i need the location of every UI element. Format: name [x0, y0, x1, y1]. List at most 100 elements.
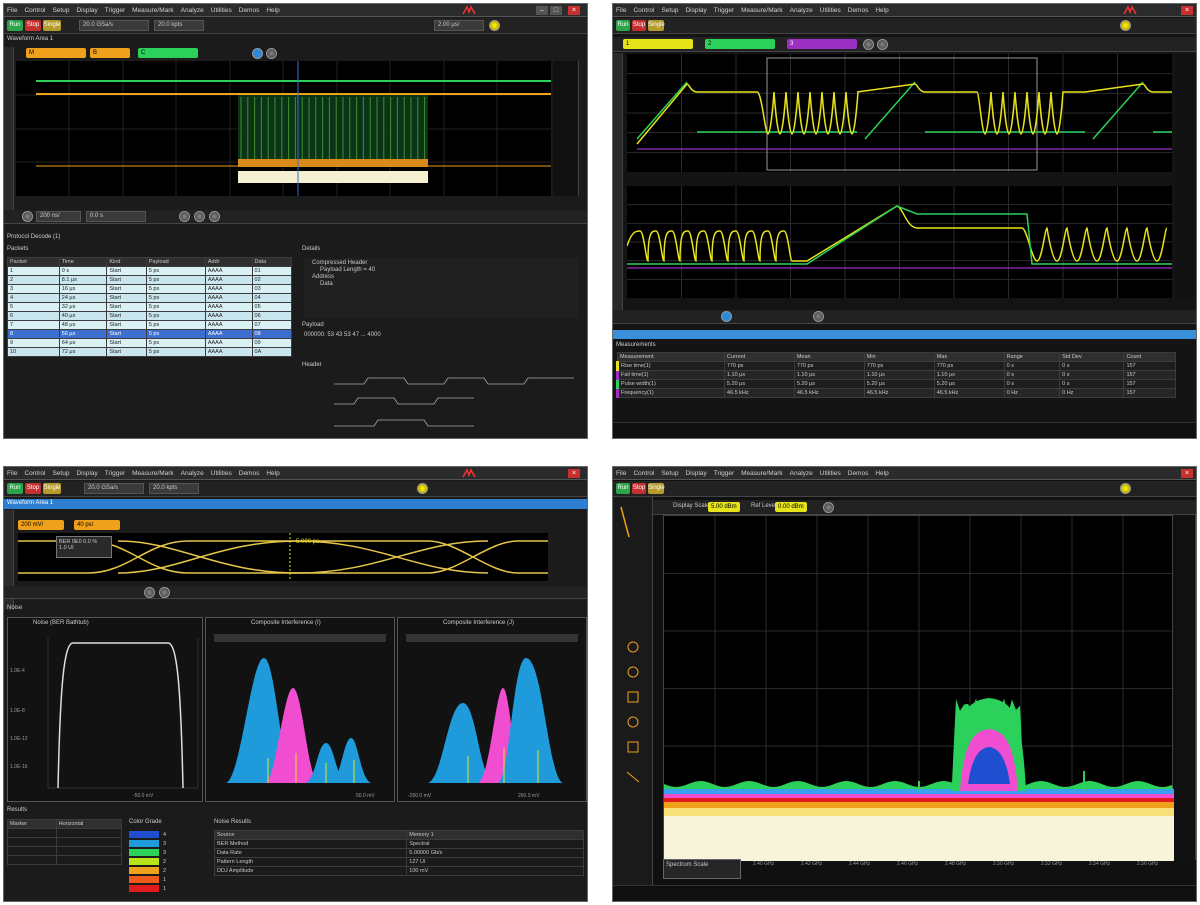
column-header[interactable]: Kind	[106, 257, 147, 267]
menu-item-display[interactable]: Display	[685, 6, 707, 14]
menu-item-setup[interactable]: Setup	[661, 6, 679, 14]
table-row[interactable]: 9 64 μs Start 5 ps AAAA 09	[7, 338, 293, 348]
close-button[interactable]: ×	[568, 6, 580, 15]
trigger-knob[interactable]	[489, 20, 500, 31]
menu-item-control[interactable]: Control	[633, 6, 655, 14]
maximize-button[interactable]: □	[550, 6, 562, 15]
table-row[interactable]: Pattern Length 127 UI	[213, 857, 584, 867]
menu-item-file[interactable]: File	[7, 469, 18, 477]
menu-item-control[interactable]: Control	[24, 469, 46, 477]
menu-item-help[interactable]: Help	[266, 469, 280, 477]
menu-item-demos[interactable]: Demos	[847, 6, 869, 14]
pan-icon[interactable]	[266, 48, 277, 59]
horizontal-knob[interactable]	[22, 211, 33, 222]
horizontal-knob[interactable]	[721, 311, 732, 322]
color-grade-row[interactable]: 3	[129, 848, 204, 857]
delay-knob[interactable]	[813, 311, 824, 322]
menu-item-utilities[interactable]: Utilities	[819, 6, 841, 14]
channel-1-chip[interactable]: 1	[623, 39, 693, 49]
run-button[interactable]: Run	[7, 20, 23, 31]
run-button[interactable]: Run	[616, 483, 630, 494]
menu-item-trigger[interactable]: Trigger	[713, 469, 735, 477]
menu-item-setup[interactable]: Setup	[661, 469, 679, 477]
menu-item-display[interactable]: Display	[76, 469, 98, 477]
menu-item-measuremark[interactable]: Measure/Mark	[741, 6, 783, 14]
timebase-chip[interactable]: 40 ps/	[74, 520, 120, 530]
scale-knob[interactable]	[863, 39, 874, 50]
channel-c-chip[interactable]: C	[138, 48, 198, 58]
table-row[interactable]: 8 56 μs Start 5 ps AAAA 08	[7, 329, 293, 339]
channel-scale-chip[interactable]: 200 mV/	[18, 520, 64, 530]
menu-item-trigger[interactable]: Trigger	[104, 469, 126, 477]
position-field[interactable]: 0.0 s	[86, 211, 146, 222]
table-row[interactable]	[7, 855, 123, 865]
menu-item-file[interactable]: File	[616, 469, 627, 477]
table-row[interactable]: DDJ Amplitude 100 mV	[213, 866, 584, 876]
table-row[interactable]: Fall time(1) 1.10 μs 1.10 μs 1.10 μs 1.10 μs…	[616, 370, 1176, 380]
waveform-display-zoom[interactable]	[627, 186, 1172, 298]
menu-item-measuremark[interactable]: Measure/Mark	[741, 469, 783, 477]
menu-item-demos[interactable]: Demos	[238, 469, 260, 477]
single-button[interactable]: Single	[43, 483, 61, 494]
single-button[interactable]: Single	[43, 20, 61, 31]
column-header[interactable]: Max	[933, 352, 1005, 362]
close-button[interactable]: ×	[1181, 6, 1193, 15]
color-grade-row[interactable]: 2	[129, 857, 204, 866]
menu-item-setup[interactable]: Setup	[52, 469, 70, 477]
spectrum-display[interactable]	[663, 515, 1174, 861]
menu-item-analyze[interactable]: Analyze	[789, 469, 813, 477]
color-grade-row[interactable]: 1	[129, 884, 204, 893]
zoom-knob[interactable]	[209, 211, 220, 222]
color-grade-row[interactable]: 4	[129, 830, 204, 839]
position-knob[interactable]	[144, 587, 155, 598]
menu-item-display[interactable]: Display	[685, 469, 707, 477]
column-header[interactable]: Payload	[145, 257, 206, 267]
table-row[interactable]: 10 72 μs Start 5 ps AAAA 0A	[7, 347, 293, 357]
column-header[interactable]: Mean	[793, 352, 865, 362]
column-header[interactable]: Measurement	[617, 352, 725, 362]
menu-item-demos[interactable]: Demos	[847, 469, 869, 477]
waveform-display[interactable]	[16, 61, 551, 196]
menu-item-measuremark[interactable]: Measure/Mark	[132, 469, 174, 477]
column-header[interactable]: Time	[58, 257, 108, 267]
column-header[interactable]: Min	[863, 352, 935, 362]
column-header[interactable]: Horizontal	[55, 819, 123, 829]
table-row[interactable]: Data Rate 5.00000 Gb/s	[213, 848, 584, 858]
menu-item-demos[interactable]: Demos	[238, 6, 260, 14]
trigger-knob[interactable]	[1120, 20, 1131, 31]
column-header[interactable]: Marker	[7, 819, 57, 829]
menu-item-help[interactable]: Help	[875, 469, 889, 477]
channel-2-chip[interactable]: 2	[705, 39, 775, 49]
menu-item-utilities[interactable]: Utilities	[210, 6, 232, 14]
menu-item-analyze[interactable]: Analyze	[789, 6, 813, 14]
span-knob[interactable]	[823, 502, 834, 513]
menu-item-file[interactable]: File	[616, 6, 627, 14]
table-row[interactable]	[7, 837, 123, 847]
table-row[interactable]: 4 24 μs Start 5 ps AAAA 04	[7, 293, 293, 303]
column-header[interactable]: Source	[213, 830, 408, 840]
details-item[interactable]: Payload Length = 40	[320, 267, 376, 273]
column-header[interactable]: Current	[723, 352, 795, 362]
table-row[interactable]: Pulse width(1) 5.20 μs 5.20 μs 5.20 μs 5.20 …	[616, 379, 1176, 389]
delay-knob[interactable]	[194, 211, 205, 222]
ref-level-value[interactable]: 0.00 dBm	[775, 502, 807, 512]
trigger-knob[interactable]	[417, 483, 428, 494]
menu-item-utilities[interactable]: Utilities	[210, 469, 232, 477]
waveform-display-top[interactable]	[627, 54, 1172, 172]
menu-item-setup[interactable]: Setup	[52, 6, 70, 14]
menu-item-analyze[interactable]: Analyze	[180, 6, 204, 14]
column-header[interactable]: Std Dev	[1059, 352, 1125, 362]
menu-item-control[interactable]: Control	[633, 469, 655, 477]
column-header[interactable]: Data	[251, 257, 293, 267]
menu-item-utilities[interactable]: Utilities	[819, 469, 841, 477]
single-button[interactable]: Single	[648, 483, 665, 494]
table-row[interactable]: 6 40 μs Start 5 ps AAAA 06	[7, 311, 293, 321]
column-header[interactable]: Count	[1123, 352, 1176, 362]
memory-depth-field[interactable]: 20.0 kpts	[149, 483, 199, 494]
table-row[interactable]: 3 16 μs Start 5 ps AAAA 03	[7, 284, 293, 294]
table-row[interactable]: 5 32 μs Start 5 ps AAAA 05	[7, 302, 293, 312]
waveform-area-tab[interactable]: Waveform Area 1	[7, 36, 54, 42]
color-grade-row[interactable]: 2	[129, 866, 204, 875]
column-header[interactable]: Memory 1	[406, 830, 584, 840]
